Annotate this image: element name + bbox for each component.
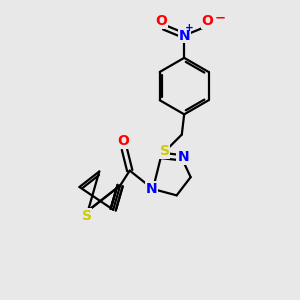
Text: N: N xyxy=(146,182,157,196)
Text: N: N xyxy=(177,150,189,164)
Text: N: N xyxy=(178,28,190,43)
Text: −: − xyxy=(214,12,225,25)
Text: O: O xyxy=(155,14,167,28)
Text: +: + xyxy=(185,23,194,33)
Text: O: O xyxy=(201,14,213,28)
Text: O: O xyxy=(117,134,129,148)
Text: S: S xyxy=(82,209,92,223)
Text: S: S xyxy=(160,144,170,158)
